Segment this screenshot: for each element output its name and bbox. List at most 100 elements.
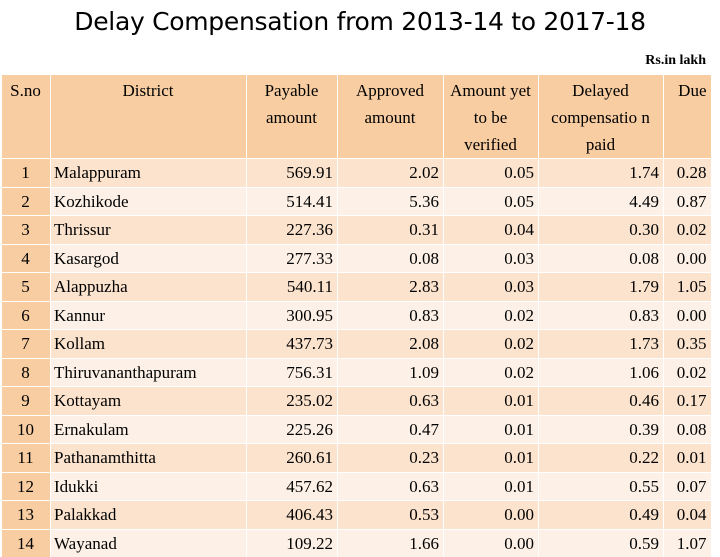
cell-payable: 235.02: [247, 387, 338, 416]
cell-district: Thiruvananthapuram: [51, 358, 247, 387]
cell-district: Kannur: [51, 301, 247, 330]
cell-due: 0.01: [664, 444, 711, 473]
cell-delayed: 0.08: [539, 244, 664, 273]
cell-due: 0.04: [664, 501, 711, 530]
cell-due: 0.02: [664, 358, 711, 387]
compensation-table: S.no District Payable amount Approved am…: [1, 74, 711, 557]
cell-delayed: 0.49: [539, 501, 664, 530]
cell-verify: 0.01: [444, 444, 539, 473]
cell-due: 0.07: [664, 472, 711, 501]
header-delayed: Delayed compensatio n paid: [539, 75, 664, 159]
cell-verify: 0.01: [444, 415, 539, 444]
cell-district: Kottayam: [51, 387, 247, 416]
cell-approved: 0.08: [338, 244, 444, 273]
cell-verify: 0.01: [444, 387, 539, 416]
cell-approved: 1.66: [338, 529, 444, 557]
cell-approved: 2.02: [338, 159, 444, 188]
cell-delayed: 0.59: [539, 529, 664, 557]
cell-verify: 0.01: [444, 472, 539, 501]
cell-delayed: 0.39: [539, 415, 664, 444]
cell-payable: 457.62: [247, 472, 338, 501]
cell-district: Ernakulam: [51, 415, 247, 444]
cell-sno: 6: [2, 301, 51, 330]
cell-sno: 13: [2, 501, 51, 530]
cell-district: Kollam: [51, 330, 247, 359]
cell-payable: 756.31: [247, 358, 338, 387]
cell-due: 0.87: [664, 187, 711, 216]
cell-verify: 0.05: [444, 187, 539, 216]
cell-due: 0.28: [664, 159, 711, 188]
header-sno: S.no: [2, 75, 51, 159]
cell-district: Thrissur: [51, 216, 247, 245]
cell-verify: 0.00: [444, 529, 539, 557]
cell-delayed: 1.73: [539, 330, 664, 359]
header-approved: Approved amount: [338, 75, 444, 159]
cell-district: Malappuram: [51, 159, 247, 188]
cell-payable: 406.43: [247, 501, 338, 530]
cell-district: Palakkad: [51, 501, 247, 530]
cell-delayed: 0.55: [539, 472, 664, 501]
cell-due: 0.35: [664, 330, 711, 359]
cell-district: Alappuzha: [51, 273, 247, 302]
cell-verify: 0.03: [444, 244, 539, 273]
cell-district: Wayanad: [51, 529, 247, 557]
cell-approved: 2.08: [338, 330, 444, 359]
header-verify: Amount yet to be verified: [444, 75, 539, 159]
cell-district: Kasargod: [51, 244, 247, 273]
cell-sno: 5: [2, 273, 51, 302]
cell-sno: 12: [2, 472, 51, 501]
unit-note: Rs.in lakh: [645, 53, 706, 69]
cell-due: 0.00: [664, 244, 711, 273]
cell-approved: 0.23: [338, 444, 444, 473]
cell-district: Idukki: [51, 472, 247, 501]
cell-sno: 7: [2, 330, 51, 359]
cell-approved: 2.83: [338, 273, 444, 302]
cell-verify: 0.04: [444, 216, 539, 245]
cell-verify: 0.05: [444, 159, 539, 188]
cell-approved: 0.83: [338, 301, 444, 330]
cell-approved: 0.53: [338, 501, 444, 530]
cell-approved: 1.09: [338, 358, 444, 387]
cell-payable: 514.41: [247, 187, 338, 216]
cell-sno: 2: [2, 187, 51, 216]
cell-due: 0.17: [664, 387, 711, 416]
cell-district: Pathanamthitta: [51, 444, 247, 473]
cell-verify: 0.02: [444, 301, 539, 330]
cell-verify: 0.03: [444, 273, 539, 302]
cell-due: 1.05: [664, 273, 711, 302]
cell-sno: 9: [2, 387, 51, 416]
cell-due: 0.00: [664, 301, 711, 330]
cell-verify: 0.02: [444, 330, 539, 359]
cell-due: 0.08: [664, 415, 711, 444]
cell-delayed: 1.79: [539, 273, 664, 302]
cell-due: 1.07: [664, 529, 711, 557]
cell-sno: 10: [2, 415, 51, 444]
cell-payable: 225.26: [247, 415, 338, 444]
cell-delayed: 0.30: [539, 216, 664, 245]
header-district: District: [51, 75, 247, 159]
cell-payable: 277.33: [247, 244, 338, 273]
cell-payable: 569.91: [247, 159, 338, 188]
cell-approved: 0.63: [338, 472, 444, 501]
cell-payable: 109.22: [247, 529, 338, 557]
cell-due: 0.02: [664, 216, 711, 245]
cell-sno: 1: [2, 159, 51, 188]
cell-payable: 260.61: [247, 444, 338, 473]
cell-approved: 0.63: [338, 387, 444, 416]
cell-delayed: 0.46: [539, 387, 664, 416]
cell-payable: 300.95: [247, 301, 338, 330]
page-title: Delay Compensation from 2013-14 to 2017-…: [0, 2, 720, 42]
header-row: S.no District Payable amount Approved am…: [2, 75, 711, 159]
